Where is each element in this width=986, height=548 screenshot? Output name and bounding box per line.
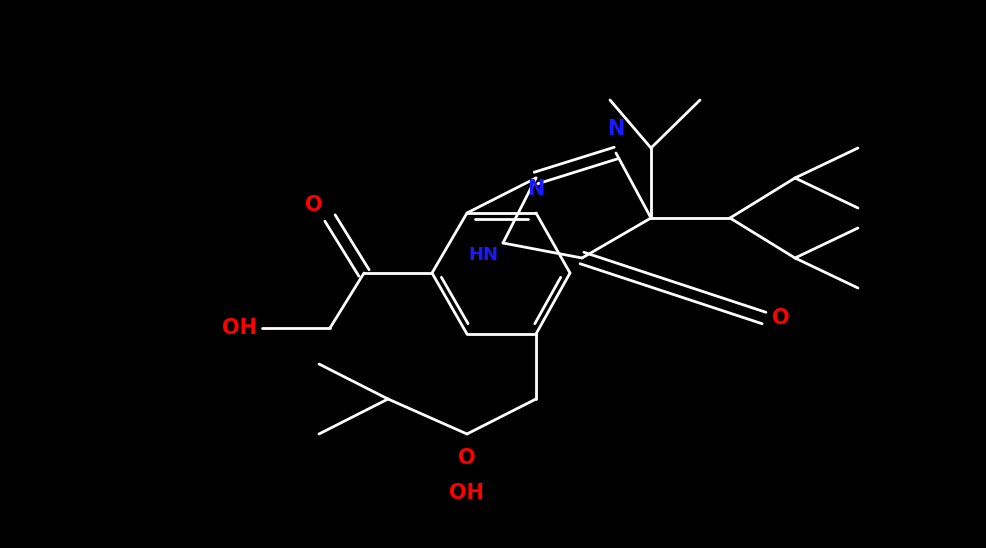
Text: HN: HN: [467, 246, 498, 264]
Text: O: O: [771, 308, 789, 328]
Text: N: N: [606, 119, 624, 139]
Text: O: O: [458, 448, 475, 467]
Text: OH: OH: [222, 318, 256, 338]
Text: OH: OH: [449, 483, 484, 504]
Text: O: O: [305, 195, 322, 215]
Text: N: N: [527, 179, 544, 199]
